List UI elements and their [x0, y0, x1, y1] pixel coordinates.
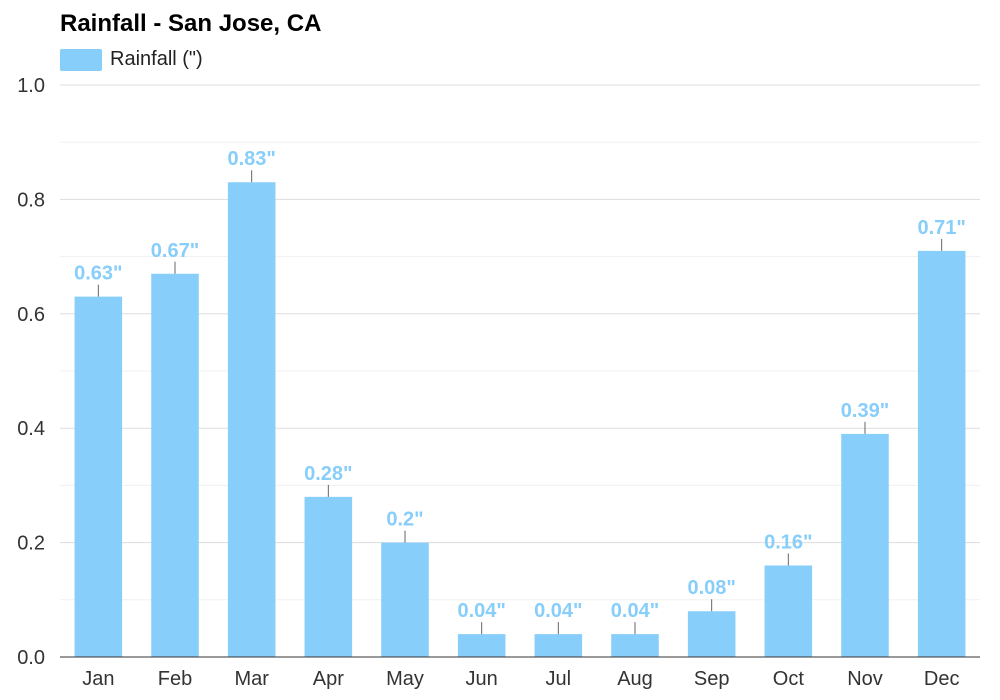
- y-tick-label: 0.4: [17, 418, 45, 440]
- x-tick-label: Dec: [924, 668, 960, 690]
- bar: [74, 296, 123, 657]
- data-label: 0.04": [457, 600, 505, 622]
- data-label: 0.16": [764, 531, 812, 553]
- x-tick-label: Jun: [466, 668, 498, 690]
- y-tick-label: 1.0: [17, 75, 45, 97]
- grid-layer: [60, 84, 980, 601]
- data-label: 0.2": [386, 509, 423, 531]
- legend-label: Rainfall ("): [110, 48, 203, 70]
- bar: [304, 496, 353, 657]
- bar: [151, 273, 199, 657]
- chart-title: Rainfall - San Jose, CA: [60, 10, 322, 37]
- bar: [917, 250, 966, 657]
- x-tick-label: Aug: [617, 668, 653, 690]
- y-tick-label: 0.6: [17, 304, 45, 326]
- bar: [227, 182, 276, 658]
- x-tick-label: Mar: [234, 668, 269, 690]
- x-tick-label: Feb: [158, 668, 192, 690]
- data-label: 0.08": [687, 577, 735, 599]
- data-label: 0.63": [74, 263, 122, 285]
- y-tick-label: 0.0: [17, 647, 45, 669]
- bar: [841, 433, 889, 657]
- legend: Rainfall ("): [60, 48, 203, 71]
- x-tick-label: May: [386, 668, 424, 690]
- bar: [611, 634, 659, 657]
- bar: [457, 634, 506, 657]
- data-label: 0.71": [917, 217, 965, 239]
- data-label: 0.39": [841, 400, 889, 422]
- data-label: 0.83": [227, 148, 275, 170]
- bar: [381, 542, 429, 657]
- bar: [534, 634, 583, 657]
- x-tick-label: Apr: [313, 668, 344, 690]
- y-tick-label: 0.2: [17, 533, 45, 555]
- legend-swatch: [60, 48, 102, 71]
- x-tick-label: Jan: [82, 668, 114, 690]
- bar: [687, 611, 736, 657]
- bar: [764, 565, 813, 657]
- data-label: 0.04": [611, 600, 659, 622]
- data-label: 0.28": [304, 463, 352, 485]
- x-tick-label: Sep: [694, 668, 730, 690]
- data-label: 0.04": [534, 600, 582, 622]
- data-label: 0.67": [151, 240, 199, 262]
- x-tick-label: Oct: [773, 668, 805, 690]
- bar-layer: 0.63" 0.67" 0.83" 0.28" 0.2" 0.04" 0.04" 0.04" 0…: [74, 148, 966, 658]
- x-tick-label: Jul: [546, 668, 572, 690]
- x-tick-label: Nov: [847, 668, 883, 690]
- axis-layer: 0.0 0.2 0.4 0.6 0.8 1.0 Jan Feb Mar Apr May Jun Jul A…: [17, 75, 980, 690]
- y-tick-label: 0.8: [17, 189, 45, 211]
